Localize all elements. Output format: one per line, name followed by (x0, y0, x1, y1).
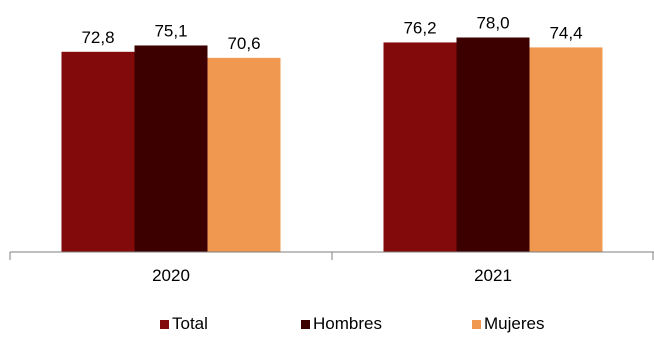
data-label-total-2021: 76,2 (403, 18, 436, 37)
bar-hombres-2020 (134, 45, 208, 252)
legend-item-total: Total (160, 314, 208, 334)
data-label-hombres-2020: 75,1 (154, 21, 187, 40)
bar-total-2020 (61, 51, 135, 252)
x-tick-label-2021: 2021 (474, 266, 512, 285)
legend-item-mujeres: Mujeres (472, 314, 544, 334)
bar-mujeres-2020 (207, 57, 281, 252)
legend-label-total: Total (172, 314, 208, 333)
legend: Total Hombres Mujeres (0, 314, 654, 336)
legend-label-hombres: Hombres (313, 314, 382, 333)
bar-total-2021 (383, 42, 457, 253)
data-label-mujeres-2020: 70,6 (227, 34, 260, 53)
bar-mujeres-2021 (529, 47, 603, 253)
x-tick-label-2020: 2020 (152, 266, 190, 285)
data-label-mujeres-2021: 74,4 (549, 23, 582, 42)
legend-swatch-hombres (301, 319, 310, 329)
bar-hombres-2021 (456, 37, 530, 252)
data-label-hombres-2021: 78,0 (476, 14, 509, 33)
legend-swatch-total (160, 319, 169, 329)
legend-swatch-mujeres (472, 319, 481, 329)
legend-item-hombres: Hombres (301, 314, 382, 334)
bar-chart: 72,8 75,1 70,6 2020 76,2 78,0 74,4 2021 (9, 14, 654, 285)
legend-label-mujeres: Mujeres (484, 314, 545, 333)
data-label-total-2020: 72,8 (81, 28, 114, 47)
